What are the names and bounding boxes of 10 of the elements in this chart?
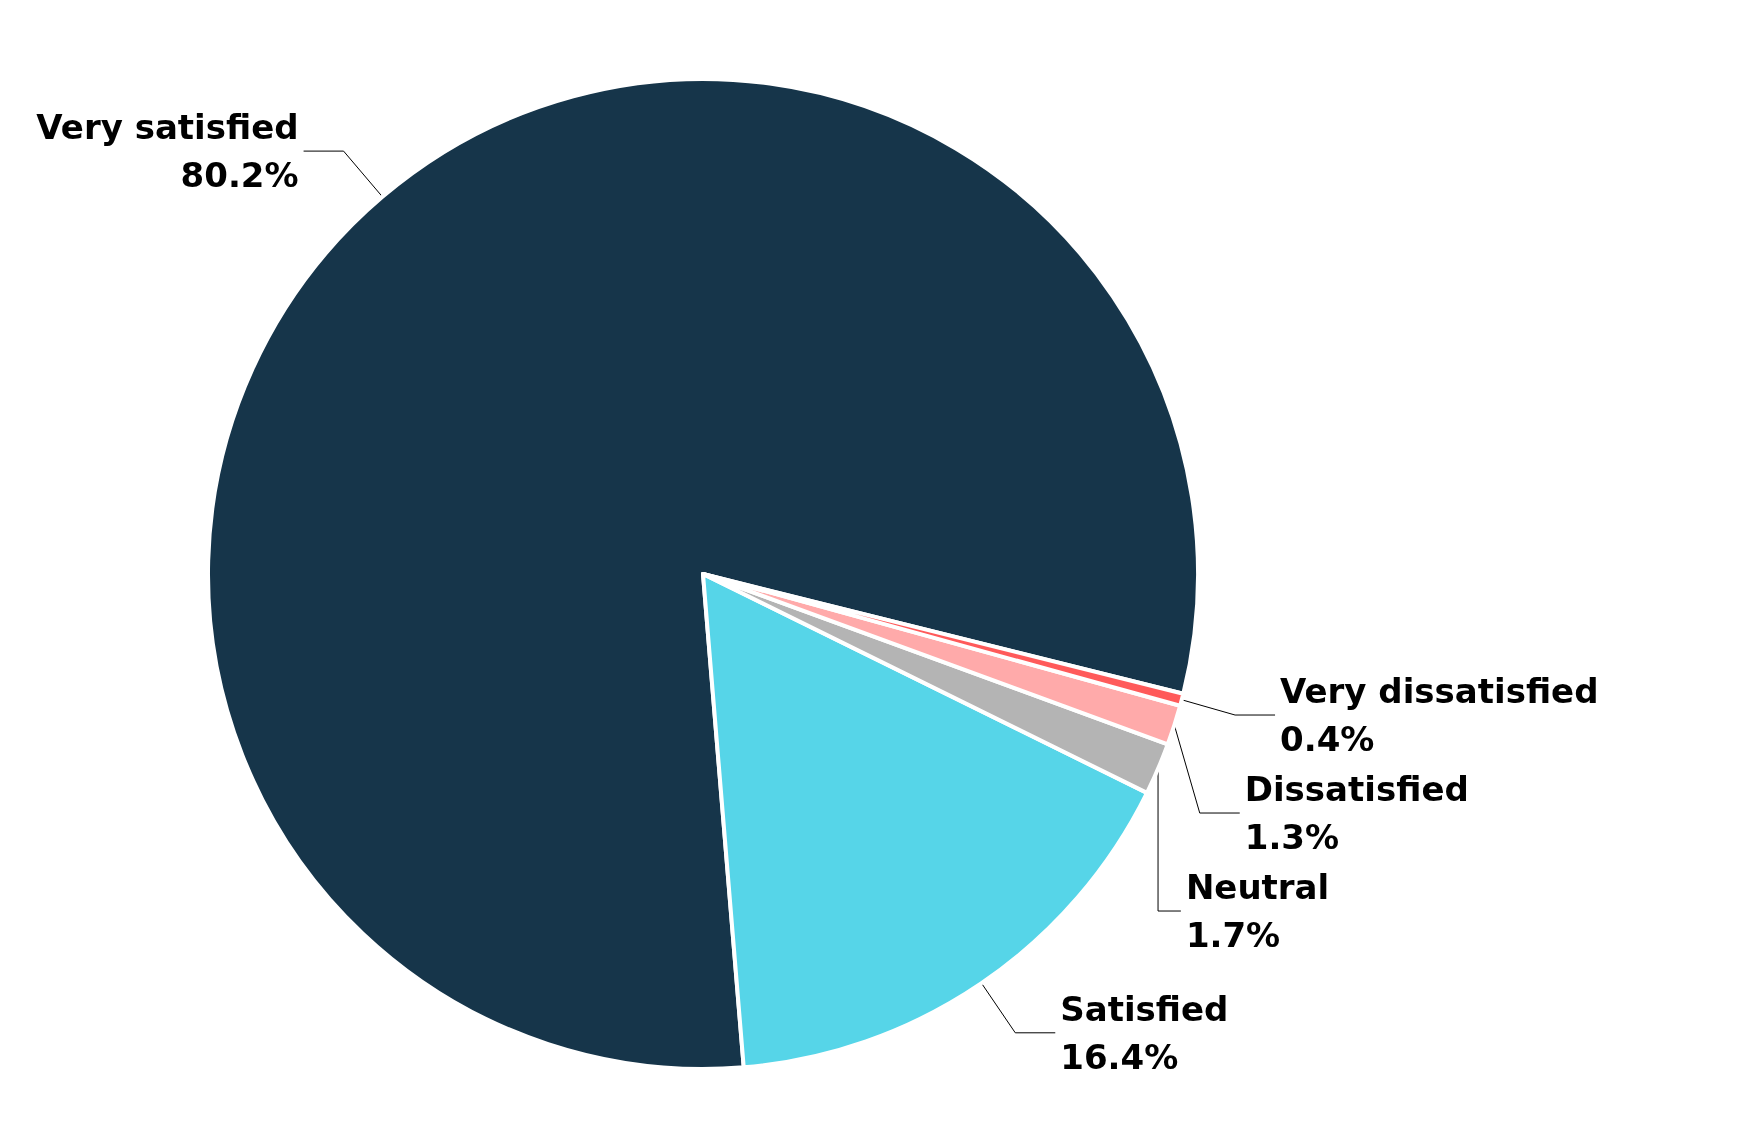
data-label: 80.2% xyxy=(180,155,299,196)
data-label: 0.4% xyxy=(1280,719,1375,760)
data-label: 1.7% xyxy=(1185,915,1281,956)
slice-label: Very satisfied xyxy=(36,107,299,148)
slice-label: Satisfied xyxy=(1060,988,1229,1029)
data-label: 1.3% xyxy=(1244,817,1340,858)
slice-label: Very dissatisfied xyxy=(1280,671,1599,712)
slice-label: Dissatisfied xyxy=(1244,769,1469,810)
data-label: 16.4% xyxy=(1060,1036,1179,1077)
slice-label: Neutral xyxy=(1185,867,1330,908)
